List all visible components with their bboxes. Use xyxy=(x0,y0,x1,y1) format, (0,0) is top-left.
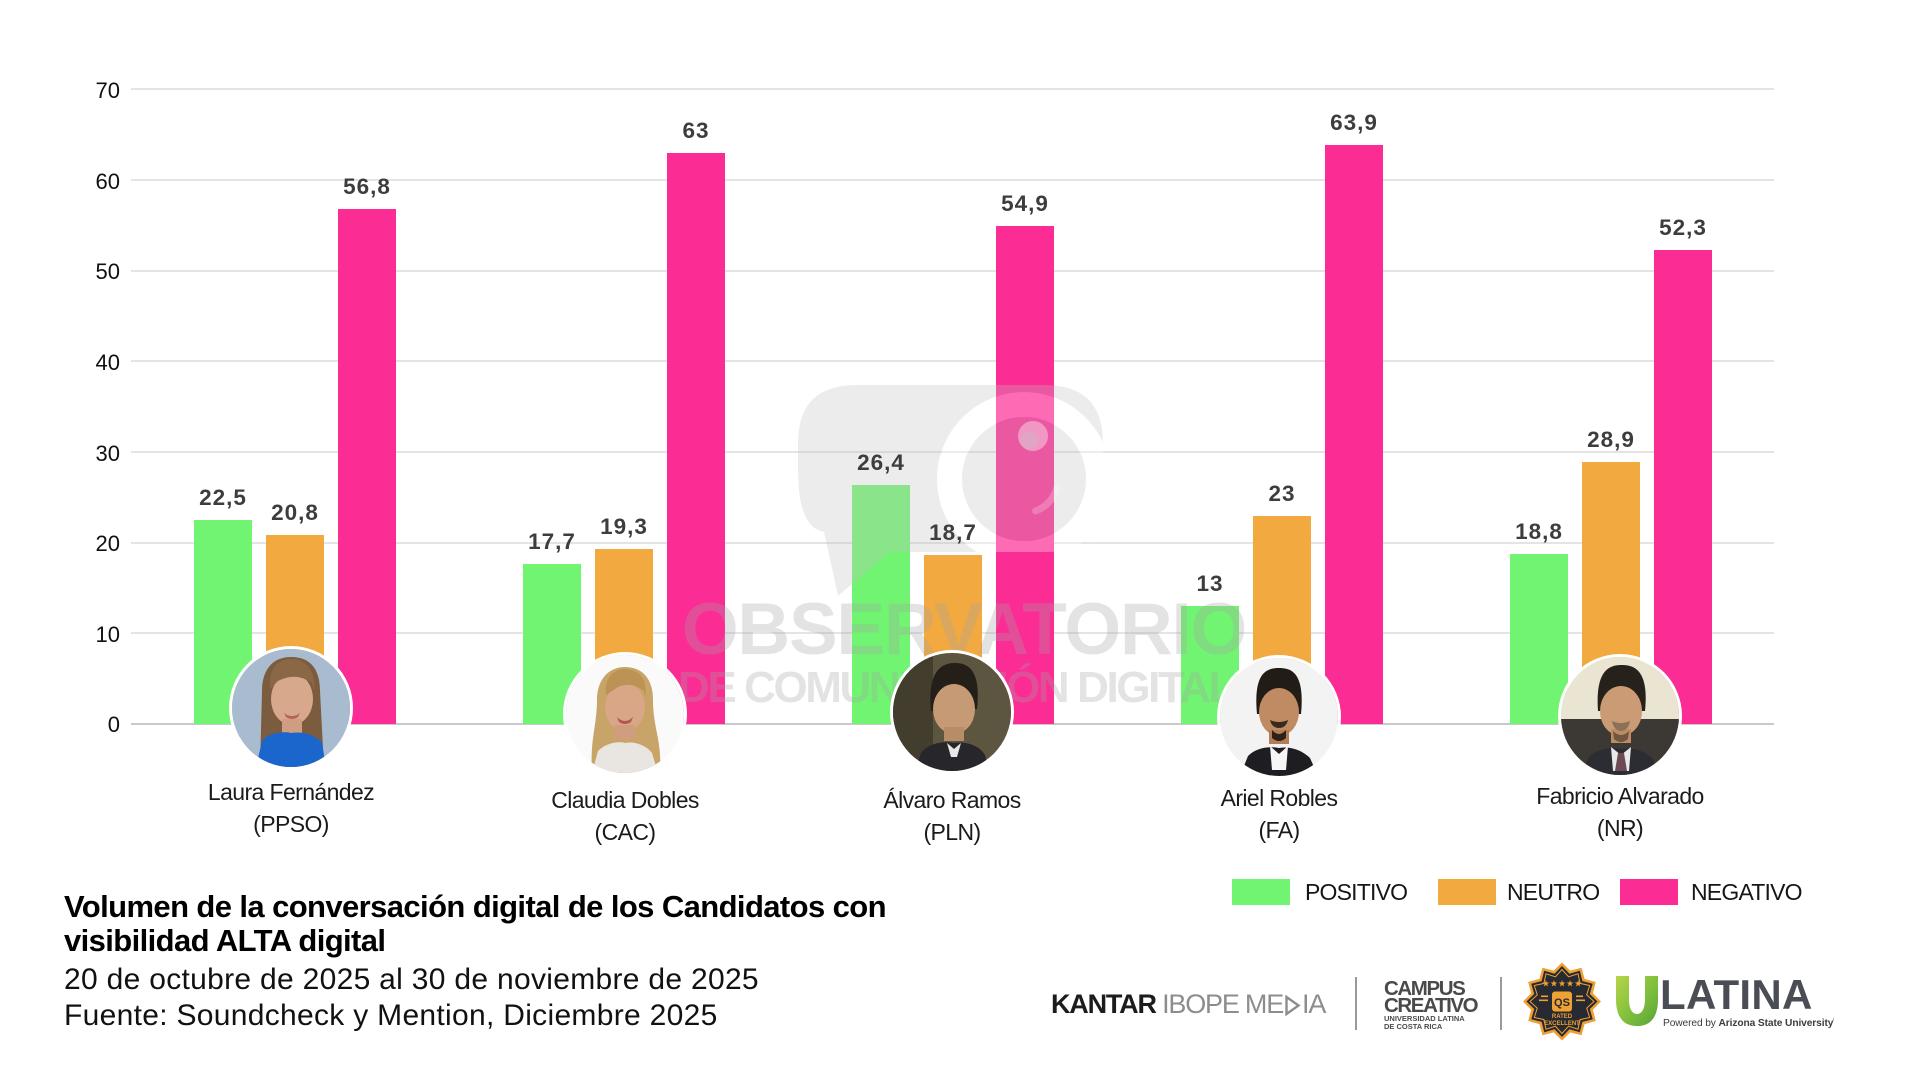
svg-text:★★★★★: ★★★★★ xyxy=(1542,979,1582,989)
svg-text:Powered by Arizona State Unive: Powered by Arizona State University® xyxy=(1663,1016,1834,1029)
svg-text:EXCELLENT: EXCELLENT xyxy=(1544,1021,1580,1027)
svg-text:QS: QS xyxy=(1554,997,1570,1009)
svg-text:LATINA: LATINA xyxy=(1660,971,1813,1018)
svg-text:RATED: RATED xyxy=(1552,1014,1573,1020)
